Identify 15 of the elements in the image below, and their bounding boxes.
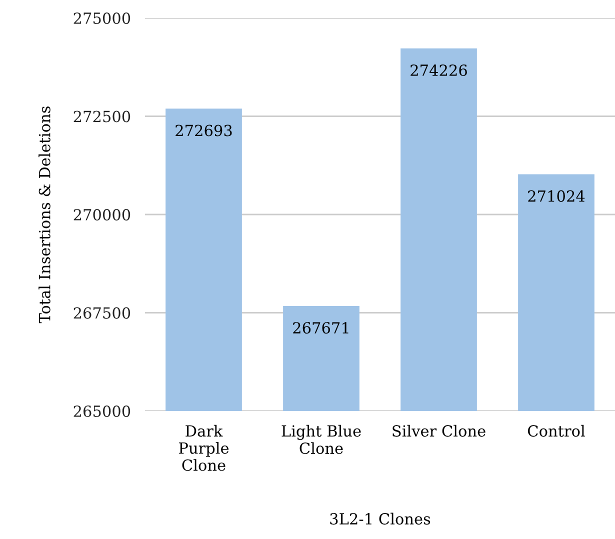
y-tick-label: 265000 bbox=[74, 405, 130, 418]
x-axis-title: 3L2-1 Clones bbox=[330, 512, 430, 525]
x-tick-label: Dark Purple Clone bbox=[179, 424, 229, 471]
data-label: 272693 bbox=[176, 124, 232, 136]
y-axis-title: Total Insertions & Deletions bbox=[38, 106, 50, 324]
y-tick-label: 272500 bbox=[74, 110, 130, 122]
x-tick-label: Light Blue Clone bbox=[282, 424, 361, 454]
data-label: 267671 bbox=[293, 322, 348, 334]
y-tick-label: 270000 bbox=[74, 208, 130, 221]
data-label: 271024 bbox=[528, 190, 585, 202]
data-label: 274226 bbox=[410, 64, 467, 76]
x-tick-label: Silver Clone bbox=[392, 424, 486, 437]
y-tick-label: 267500 bbox=[74, 307, 130, 319]
x-tick-label: Control bbox=[528, 424, 585, 437]
y-tick-label: 275000 bbox=[74, 12, 130, 24]
